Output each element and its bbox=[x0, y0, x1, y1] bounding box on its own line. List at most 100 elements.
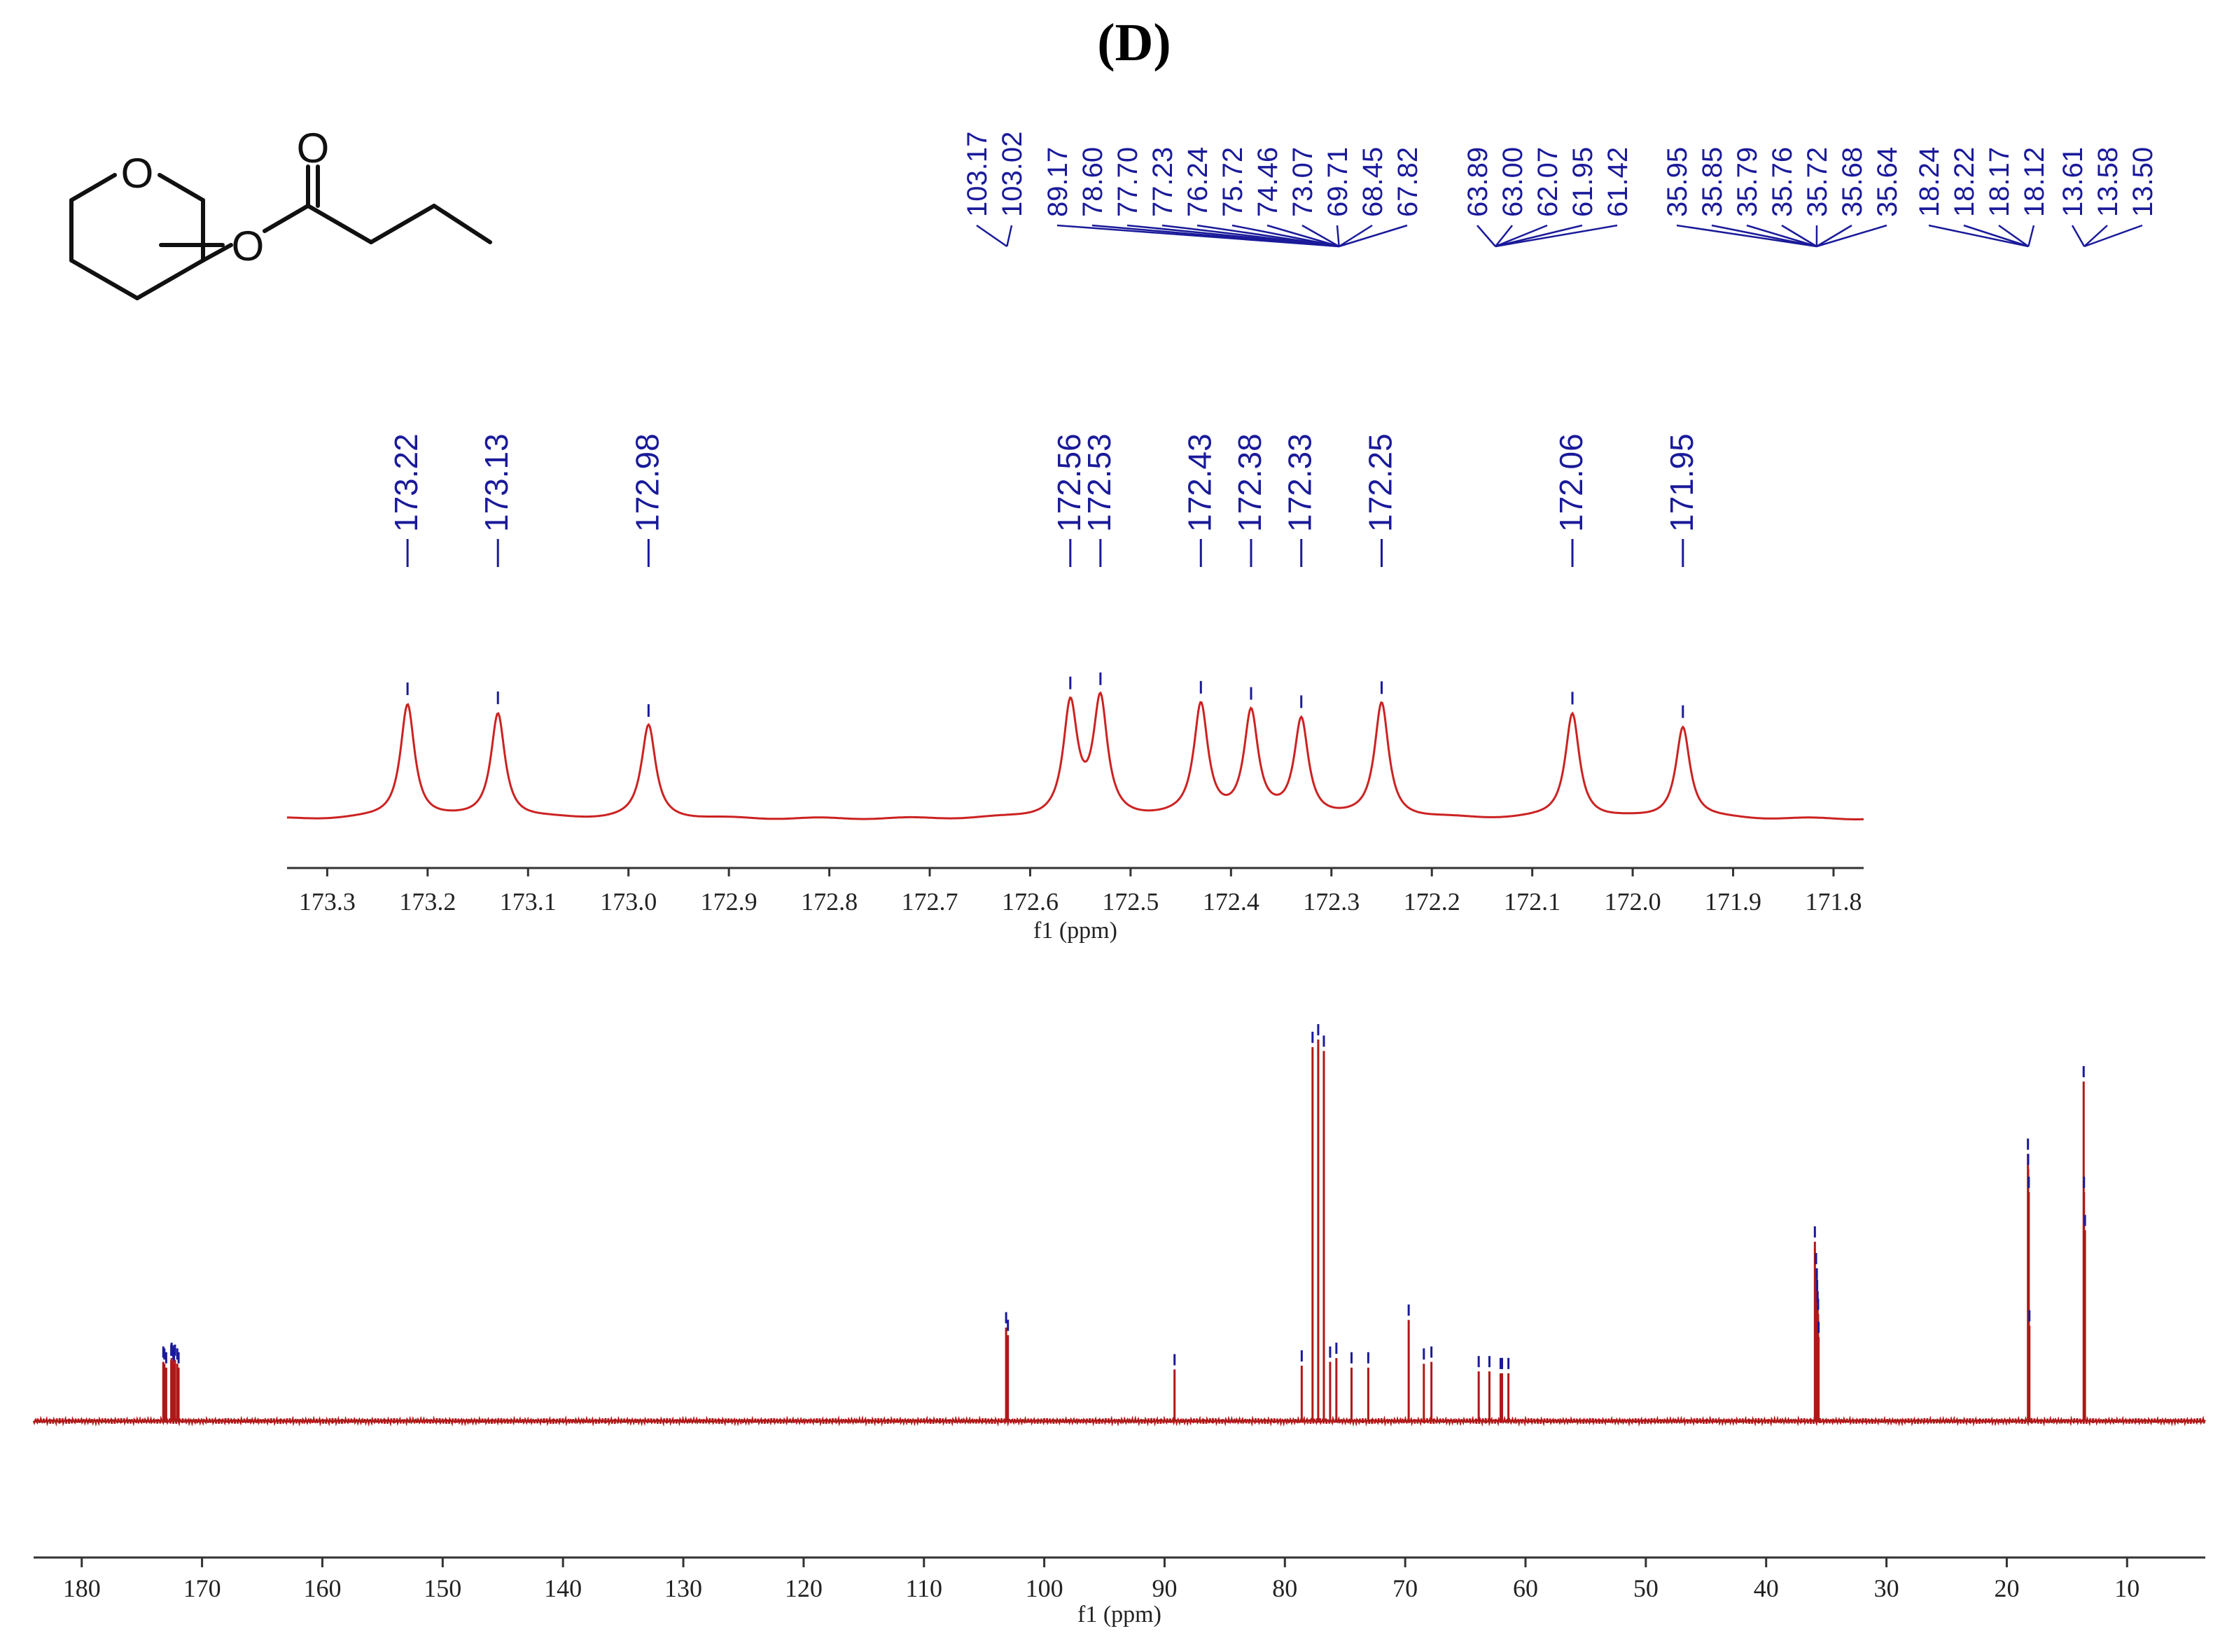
full-label-leader bbox=[1816, 224, 1887, 248]
chain-bond bbox=[306, 204, 373, 244]
full-baseline bbox=[32, 1415, 2206, 1427]
full-peak-label: 63.00 bbox=[1498, 147, 1528, 217]
full-label-leader bbox=[1231, 224, 1339, 248]
zoom-x-tick-label: 172.5 bbox=[1102, 888, 1159, 916]
zoom-x-tick-label: 172.7 bbox=[902, 888, 958, 916]
full-x-tick-label: 90 bbox=[1152, 1574, 1177, 1602]
full-label-leader bbox=[1676, 224, 1817, 248]
full-peak-label: 62.07 bbox=[1533, 147, 1563, 217]
full-label-leader bbox=[1495, 225, 1513, 247]
zoom-x-tick-label: 172.3 bbox=[1303, 888, 1360, 916]
ester-bond bbox=[201, 243, 233, 262]
full-label-leader bbox=[1006, 225, 1013, 247]
ester-oxygen-atom: O bbox=[232, 223, 265, 270]
full-x-tick-label: 10 bbox=[2114, 1574, 2139, 1602]
chemical-structure bbox=[69, 164, 492, 300]
full-peak-label: 77.70 bbox=[1112, 147, 1143, 217]
full-label-leader bbox=[1476, 225, 1496, 247]
full-x-tick-label: 130 bbox=[664, 1574, 702, 1602]
full-peak-label: 13.58 bbox=[2093, 147, 2123, 217]
full-peak-label: 103.02 bbox=[997, 132, 1028, 217]
full-label-leader bbox=[1196, 224, 1339, 248]
full-x-tick-label: 160 bbox=[303, 1574, 341, 1602]
full-peak-label: 78.60 bbox=[1077, 147, 1108, 217]
full-peak-label: 67.82 bbox=[1392, 147, 1423, 217]
zoom-peak-label: 172.38 bbox=[1231, 433, 1268, 532]
zoomed-carbonyl-spectrum: 173.3 173.2 173.1 173.0 172.9 172.8 172.7 172.6… bbox=[286, 433, 1864, 944]
full-x-tick-label: 120 bbox=[785, 1574, 823, 1602]
full-label-leader bbox=[1781, 224, 1817, 248]
zoom-peak-label: 172.98 bbox=[629, 433, 665, 532]
zoom-spectrum-line bbox=[286, 691, 1864, 820]
zoom-x-tick-label: 173.3 bbox=[299, 888, 356, 916]
full-label-leader bbox=[2083, 225, 2108, 247]
full-x-axis-title: f1 (ppm) bbox=[1077, 1602, 1161, 1628]
full-label-leader bbox=[1266, 224, 1339, 248]
full-peak-label: 13.61 bbox=[2058, 147, 2088, 217]
full-x-tick-label: 60 bbox=[1513, 1574, 1538, 1602]
full-label-leader bbox=[1928, 224, 2029, 248]
zoom-peak-label: 172.33 bbox=[1282, 433, 1318, 532]
full-peak-label: 77.23 bbox=[1147, 147, 1178, 217]
full-label-leader bbox=[1746, 224, 1817, 248]
full-x-tick-label: 100 bbox=[1026, 1574, 1063, 1602]
zoom-x-tick-label: 172.4 bbox=[1203, 888, 1259, 916]
full-x-tick-label: 80 bbox=[1272, 1574, 1297, 1602]
zoom-x-tick-label: 172.1 bbox=[1504, 888, 1561, 916]
ring-bond bbox=[158, 173, 205, 202]
full-x-tick-label: 140 bbox=[544, 1574, 582, 1602]
full-x-tick-label: 110 bbox=[905, 1574, 942, 1602]
full-label-leader bbox=[2071, 225, 2086, 247]
zoom-peak-label: 172.43 bbox=[1181, 433, 1217, 532]
ring-bond bbox=[135, 258, 205, 300]
full-peak-label: 35.85 bbox=[1697, 147, 1728, 217]
chain-bond bbox=[432, 204, 492, 244]
full-peak-label: 35.79 bbox=[1732, 147, 1763, 217]
zoom-x-tick-label: 171.9 bbox=[1705, 888, 1761, 916]
zoom-x-axis-title: f1 (ppm) bbox=[1033, 918, 1117, 944]
full-peak-label: 69.71 bbox=[1322, 147, 1353, 217]
zoom-x-tick-label: 172.2 bbox=[1404, 888, 1460, 916]
carbonyl-oxygen-atom: O bbox=[297, 125, 330, 172]
zoom-peak-label: 173.13 bbox=[478, 433, 515, 532]
full-x-tick-label: 30 bbox=[1874, 1574, 1899, 1602]
full-x-tick-label: 20 bbox=[1994, 1574, 2019, 1602]
full-peak-label: 35.72 bbox=[1802, 147, 1833, 217]
full-label-leader bbox=[1495, 224, 1618, 248]
full-label-leader bbox=[2083, 224, 2143, 248]
full-13c-spectrum: 180 170 160 150 140 130 120 110 100 90 80 70 60 50 40 3… bbox=[32, 132, 2206, 1628]
full-label-leader bbox=[1495, 224, 1548, 248]
ring-oxygen-atom: O bbox=[121, 150, 154, 197]
full-label-leader bbox=[1998, 224, 2030, 248]
zoom-peak-label: 171.95 bbox=[1663, 433, 1700, 532]
full-label-leader bbox=[1816, 224, 1852, 248]
zoom-peak-label: 173.22 bbox=[388, 433, 424, 532]
zoom-x-tick-label: 173.2 bbox=[399, 888, 456, 916]
full-label-leader bbox=[976, 224, 1008, 248]
full-x-tick-label: 170 bbox=[183, 1574, 221, 1602]
full-peak-label: 18.12 bbox=[2019, 147, 2050, 217]
full-label-leader bbox=[1338, 224, 1373, 248]
full-label-leader bbox=[1339, 224, 1408, 248]
full-label-leader bbox=[2027, 225, 2035, 247]
full-peak-label: 63.89 bbox=[1462, 147, 1493, 217]
ester-bond bbox=[263, 204, 310, 233]
full-x-tick-label: 150 bbox=[424, 1574, 461, 1602]
zoom-peak-label: 172.06 bbox=[1553, 433, 1589, 532]
full-peak-label: 89.17 bbox=[1042, 147, 1073, 217]
full-label-leader bbox=[1301, 224, 1340, 248]
zoom-peak-label: 172.53 bbox=[1081, 433, 1117, 532]
full-peak-label: 61.42 bbox=[1603, 147, 1633, 217]
zoom-x-tick-label: 172.0 bbox=[1605, 888, 1661, 916]
full-x-tick-label: 40 bbox=[1754, 1574, 1779, 1602]
full-peak-label: 13.50 bbox=[2128, 147, 2158, 217]
full-peak-label: 68.45 bbox=[1357, 147, 1388, 217]
chain-bond bbox=[369, 204, 436, 244]
full-peak-label: 18.24 bbox=[1914, 147, 1945, 217]
full-peak-label: 18.22 bbox=[1949, 147, 1980, 217]
structure-atoms: O O O bbox=[121, 125, 330, 270]
full-label-leader bbox=[1495, 224, 1583, 248]
full-peak-label: 18.17 bbox=[1984, 147, 2015, 217]
